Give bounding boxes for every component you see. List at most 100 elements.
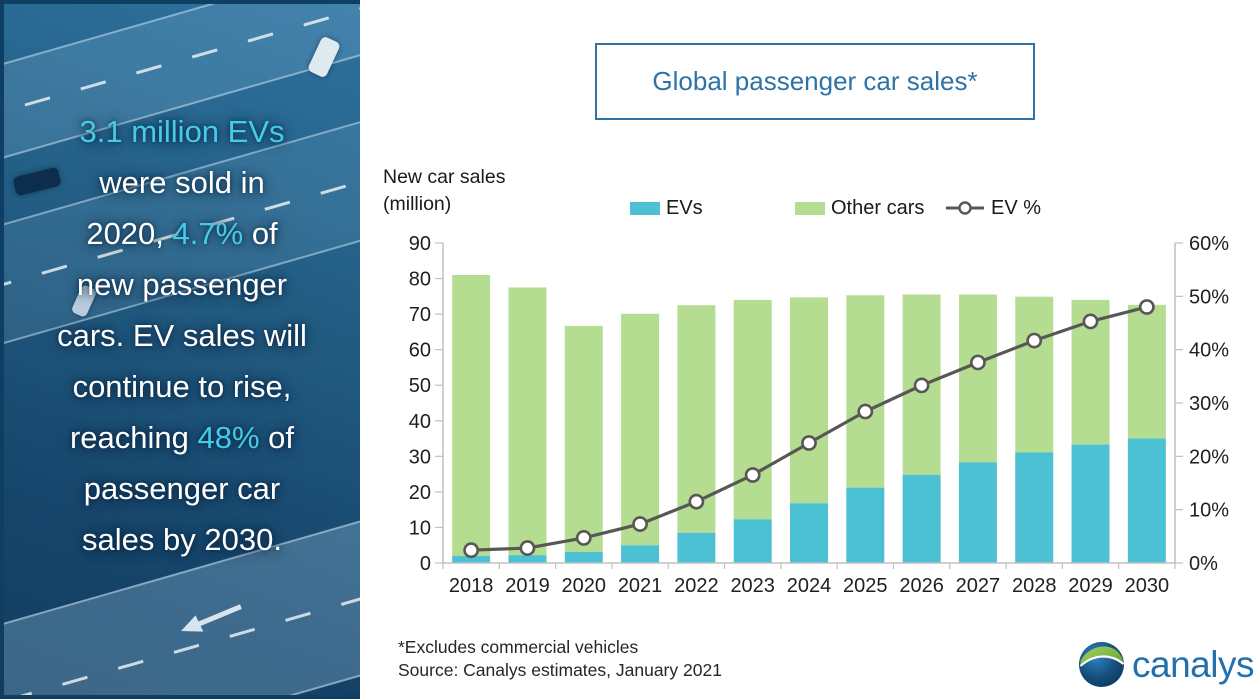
bar-segment-evs — [1127, 438, 1166, 563]
bar-segment-other-cars — [1127, 304, 1166, 439]
ev-percent-marker — [575, 530, 592, 546]
x-axis-category-label: 2030 — [1125, 575, 1170, 597]
ev-percent-marker — [1138, 299, 1155, 315]
y-axis-tick-label: 60 — [409, 340, 431, 362]
canalys-logo-icon — [1079, 642, 1125, 687]
y-axis-tick-label: 30 — [409, 446, 431, 468]
x-axis-category-label: 2025 — [843, 575, 888, 597]
bar-segment-other-cars — [621, 313, 660, 546]
x-axis-category-label: 2021 — [618, 575, 663, 597]
y-axis-tick-label: 0 — [420, 553, 431, 575]
bar-segment-evs — [508, 555, 547, 563]
x-axis-category-label: 2018 — [449, 575, 494, 597]
legend-label: Other cars — [831, 196, 925, 219]
bar-segment-evs — [621, 545, 660, 563]
bar-segment-other-cars — [564, 325, 603, 552]
callout-line: 2020, 4.7% of — [86, 216, 278, 251]
footnote-source: Source: Canalys estimates, January 2021 — [398, 660, 722, 680]
x-axis-category-label: 2022 — [674, 575, 719, 597]
ev-callout-text: 3.1 million EVs were sold in 2020, 4.7% … — [4, 4, 360, 565]
canalys-logo: canalys — [1078, 641, 1254, 688]
ev-percent-marker — [519, 540, 536, 556]
legend-swatch-evs — [630, 201, 660, 215]
callout-line: 3.1 million EVs — [4, 106, 360, 157]
callout-accent-text: 48% — [197, 420, 260, 455]
bar-segment-evs — [902, 474, 941, 563]
bar-segment-other-cars — [1015, 296, 1054, 453]
y-axis-tick-label: 10 — [409, 517, 431, 539]
legend-item-evs: EVs — [630, 197, 703, 219]
right-axis-tick-label: 30% — [1189, 393, 1229, 415]
callout-line: were sold in — [99, 165, 265, 200]
bar-segment-evs — [452, 555, 491, 563]
y-axis-tick-label: 80 — [409, 269, 431, 291]
callout-line: passenger car — [83, 471, 281, 506]
legend-item-other-cars: Other cars — [795, 197, 924, 219]
callout-line: reaching 48% of — [69, 420, 295, 455]
legend-label: EV % — [991, 196, 1042, 219]
callout-line: new passenger — [76, 267, 288, 302]
road-arrow-icon — [181, 604, 242, 632]
bar-segment-other-cars — [508, 287, 547, 556]
right-axis-tick-label: 20% — [1189, 446, 1229, 468]
bar-segment-evs — [1071, 444, 1110, 563]
right-axis-tick-label: 10% — [1189, 500, 1229, 522]
x-axis-category-label: 2019 — [505, 575, 550, 597]
callout-accent-text: 4.7% — [172, 216, 244, 251]
bar-segment-other-cars — [790, 297, 828, 504]
canalys-logo-text: canalys — [1132, 643, 1254, 685]
x-axis-category-label: 2027 — [956, 575, 1001, 597]
bar-segment-evs — [733, 519, 772, 563]
callout-line: cars. EV sales will — [57, 318, 307, 353]
bar-segment-evs — [846, 487, 885, 563]
right-axis-tick-label: 60% — [1189, 233, 1229, 255]
x-axis-category-label: 2026 — [899, 575, 944, 597]
bar-segment-other-cars — [958, 294, 997, 463]
x-axis-category-label: 2020 — [562, 575, 607, 597]
callout-accent-text: 3.1 million EVs — [79, 114, 285, 149]
ev-percent-marker — [1082, 313, 1099, 330]
ev-percent-marker — [1026, 332, 1043, 349]
chart-title-box: Global passenger car sales* — [595, 43, 1035, 120]
ev-percent-marker — [688, 493, 705, 510]
y-axis-tick-label: 40 — [409, 411, 431, 433]
footnote-excludes: *Excludes commercial vehicles — [398, 637, 639, 657]
x-axis-category-label: 2023 — [730, 575, 775, 597]
legend-label: EVs — [666, 196, 703, 219]
ev-percent-marker — [970, 354, 986, 371]
ev-percent-marker — [913, 377, 930, 394]
left-axis-title: New car sales (million) — [383, 166, 506, 215]
right-axis-tick-label: 40% — [1189, 340, 1229, 362]
legend-line-marker-icon — [946, 201, 984, 215]
chart-canvas: 01020304050607080900%10%20%30%40%50%60%2… — [409, 233, 1229, 597]
chart-title: Global passenger car sales* — [652, 66, 978, 96]
right-axis-tick-label: 50% — [1189, 286, 1229, 308]
x-axis-category-label: 2024 — [787, 575, 832, 597]
x-axis-category-label: 2028 — [1012, 575, 1056, 597]
x-axis-category-label: 2029 — [1068, 575, 1113, 597]
bar-segment-other-cars — [846, 295, 885, 488]
bar-segment-evs — [958, 462, 997, 563]
bar-segment-other-cars — [733, 299, 772, 520]
y-axis-tick-label: 70 — [409, 304, 431, 326]
bar-segment-other-cars — [452, 275, 491, 556]
bar-segment-evs — [564, 551, 603, 563]
y-axis-tick-label: 90 — [409, 233, 431, 255]
right-axis-tick-label: 0% — [1189, 553, 1218, 575]
sidebar-photo-panel: 3.1 million EVs were sold in 2020, 4.7% … — [0, 0, 360, 699]
y-axis-tick-label: 50 — [409, 375, 431, 397]
ev-percent-marker — [632, 516, 648, 532]
legend-swatch-other-cars — [795, 201, 825, 215]
chart-footnotes: *Excludes commercial vehicles Source: Ca… — [398, 636, 722, 682]
ev-percent-marker — [801, 435, 817, 451]
callout-line: sales by 2030. — [82, 522, 282, 557]
ev-percent-marker — [857, 403, 874, 420]
y-axis-tick-label: 20 — [409, 482, 431, 504]
ev-percent-marker — [463, 542, 480, 559]
callout-line: continue to rise, — [72, 369, 292, 404]
ev-percent-marker — [744, 467, 761, 483]
legend-item-ev-percent: EV % — [944, 197, 1041, 219]
bar-segment-evs — [1015, 452, 1054, 563]
bar-segment-evs — [677, 532, 716, 563]
